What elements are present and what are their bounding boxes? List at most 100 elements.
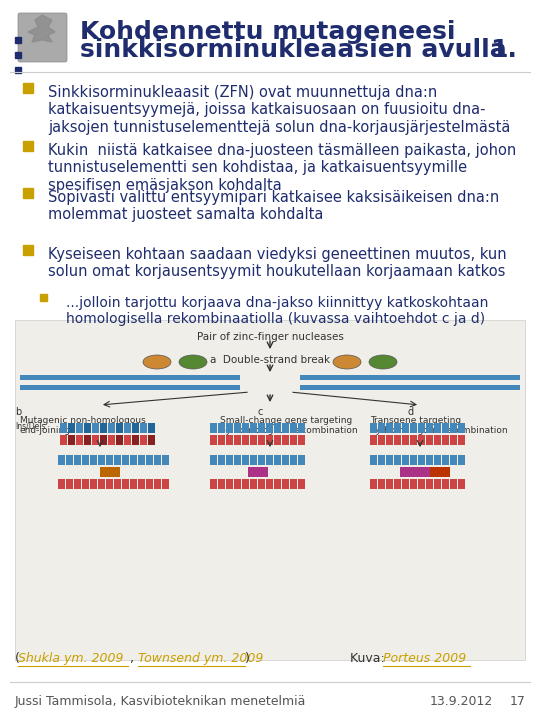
Bar: [210, 435, 217, 445]
Bar: [146, 455, 153, 465]
Bar: [402, 455, 409, 465]
Bar: [146, 479, 153, 489]
Bar: [282, 455, 289, 465]
Text: Ins/Dels: Ins/Dels: [15, 421, 45, 431]
Bar: [298, 423, 305, 433]
Bar: [92, 435, 99, 445]
Bar: [250, 479, 257, 489]
Bar: [300, 385, 520, 390]
Bar: [434, 479, 441, 489]
Bar: [274, 479, 281, 489]
Bar: [274, 435, 281, 445]
Bar: [84, 435, 91, 445]
Bar: [138, 479, 145, 489]
Bar: [108, 423, 115, 433]
Bar: [106, 455, 113, 465]
Bar: [370, 455, 377, 465]
Bar: [386, 423, 393, 433]
Bar: [370, 423, 377, 433]
Bar: [122, 479, 129, 489]
Bar: [124, 435, 131, 445]
Bar: [234, 479, 241, 489]
Bar: [370, 435, 377, 445]
Bar: [210, 423, 217, 433]
Text: b: b: [15, 407, 21, 417]
Bar: [140, 435, 147, 445]
Bar: [298, 479, 305, 489]
Text: Mutagenic non-homologous
end-joining: Mutagenic non-homologous end-joining: [20, 416, 146, 436]
Bar: [442, 435, 449, 445]
Bar: [418, 479, 425, 489]
Bar: [132, 435, 139, 445]
Bar: [434, 423, 441, 433]
Bar: [378, 423, 385, 433]
Bar: [386, 455, 393, 465]
Bar: [418, 423, 425, 433]
Text: Jussi Tammisola, Kasvibioteknikan menetelmiä: Jussi Tammisola, Kasvibioteknikan menete…: [15, 695, 306, 708]
Text: (: (: [15, 652, 20, 665]
Bar: [458, 423, 465, 433]
Bar: [258, 423, 265, 433]
Bar: [434, 455, 441, 465]
Bar: [218, 435, 225, 445]
Bar: [290, 479, 297, 489]
Ellipse shape: [333, 355, 361, 369]
Bar: [234, 455, 241, 465]
Bar: [100, 467, 120, 477]
Bar: [458, 435, 465, 445]
Bar: [386, 479, 393, 489]
Bar: [218, 455, 225, 465]
Bar: [60, 423, 67, 433]
Bar: [242, 455, 249, 465]
Bar: [132, 423, 139, 433]
Text: Sopivasti valittu entsyymipari katkaisee kaksisäikeisen dna:n
molemmat juosteet : Sopivasti valittu entsyymipari katkaisee…: [48, 190, 500, 222]
Bar: [98, 479, 105, 489]
Bar: [410, 423, 417, 433]
Bar: [402, 423, 409, 433]
Text: d: d: [408, 407, 414, 417]
Bar: [82, 455, 89, 465]
Bar: [410, 455, 417, 465]
Bar: [20, 375, 240, 380]
Bar: [450, 423, 457, 433]
Bar: [92, 423, 99, 433]
Bar: [154, 479, 161, 489]
Bar: [68, 423, 75, 433]
Bar: [434, 435, 441, 445]
Text: sinkkisorminukleaasien avulla: sinkkisorminukleaasien avulla: [80, 38, 507, 62]
Bar: [426, 435, 433, 445]
Text: ...jolloin tarjottu korjaava dna-jakso kiinnittyy katkoskohtaan
homologisella re: ...jolloin tarjottu korjaava dna-jakso k…: [66, 296, 488, 326]
Bar: [76, 423, 83, 433]
Bar: [266, 423, 273, 433]
Bar: [98, 455, 105, 465]
Bar: [210, 455, 217, 465]
Bar: [58, 479, 65, 489]
Bar: [426, 455, 433, 465]
Bar: [410, 435, 417, 445]
Bar: [266, 435, 273, 445]
Bar: [442, 479, 449, 489]
Bar: [234, 435, 241, 445]
Bar: [402, 479, 409, 489]
Bar: [298, 435, 305, 445]
Bar: [378, 479, 385, 489]
Bar: [68, 435, 75, 445]
Bar: [282, 423, 289, 433]
Bar: [66, 455, 73, 465]
Bar: [242, 479, 249, 489]
Text: Kukin  niistä katkaisee dna-juosteen täsmälleen paikasta, johon
tunnistuselement: Kukin niistä katkaisee dna-juosteen täsm…: [48, 143, 516, 193]
Text: a  Double-strand break: a Double-strand break: [210, 355, 330, 365]
Bar: [138, 455, 145, 465]
Bar: [386, 435, 393, 445]
Bar: [250, 423, 257, 433]
Bar: [90, 479, 97, 489]
Text: Shukla ym. 2009: Shukla ym. 2009: [18, 652, 124, 665]
Bar: [378, 435, 385, 445]
Bar: [394, 435, 401, 445]
Bar: [100, 423, 107, 433]
Bar: [60, 435, 67, 445]
Bar: [122, 455, 129, 465]
Bar: [378, 455, 385, 465]
Bar: [290, 435, 297, 445]
Bar: [394, 423, 401, 433]
